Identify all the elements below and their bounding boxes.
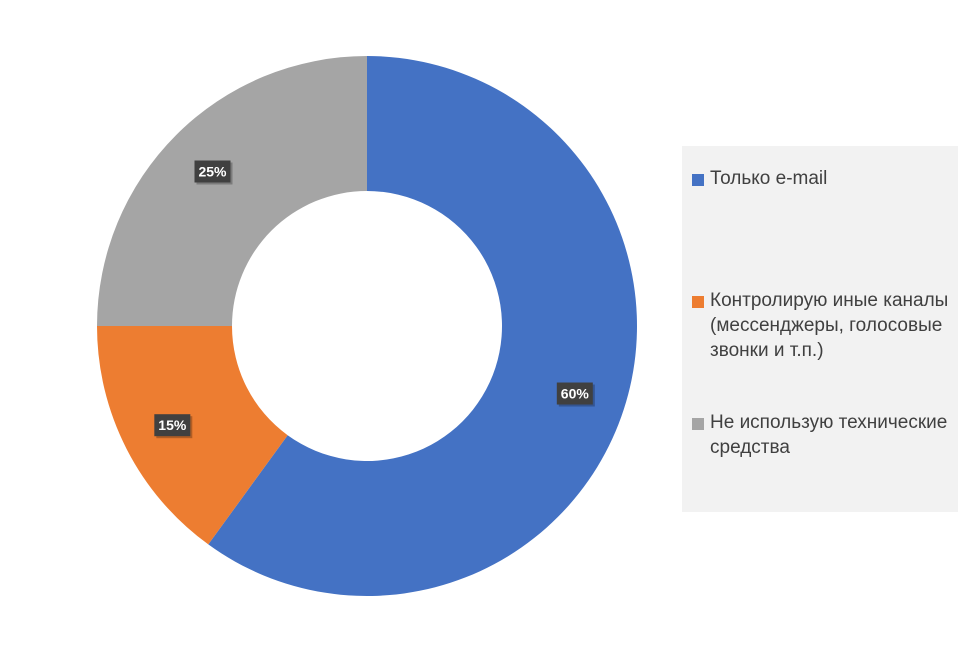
data-label-other-channels: 15% [154,414,193,439]
legend-label-email: Только e-mail [710,168,828,189]
legend-item-other-channels: Контролирую иные каналы (мессенджеры, го… [692,288,954,363]
legend-swatch-no-tools [692,418,704,430]
donut-slice-no-tools [97,56,367,326]
data-label-text-email: 60% [561,386,590,402]
donut-slice-other-channels [97,326,288,545]
data-label-text-other-channels: 15% [158,417,187,433]
legend-swatch-other-channels [692,296,704,308]
chart-legend: Только e-mail Контролирую иные каналы (м… [682,146,958,512]
data-label-email: 60% [556,382,595,407]
legend-label-other-channels: Контролирую иные каналы (мессенджеры, го… [710,290,949,361]
legend-swatch-email [692,174,704,186]
donut-slice-email [208,56,638,596]
legend-label-no-tools: Не использую технические средства [710,412,948,458]
legend-item-no-tools: Не использую технические средства [692,410,954,460]
legend-item-email: Только e-mail [692,166,954,191]
data-label-text-no-tools: 25% [198,163,227,179]
data-label-no-tools: 25% [194,160,233,185]
